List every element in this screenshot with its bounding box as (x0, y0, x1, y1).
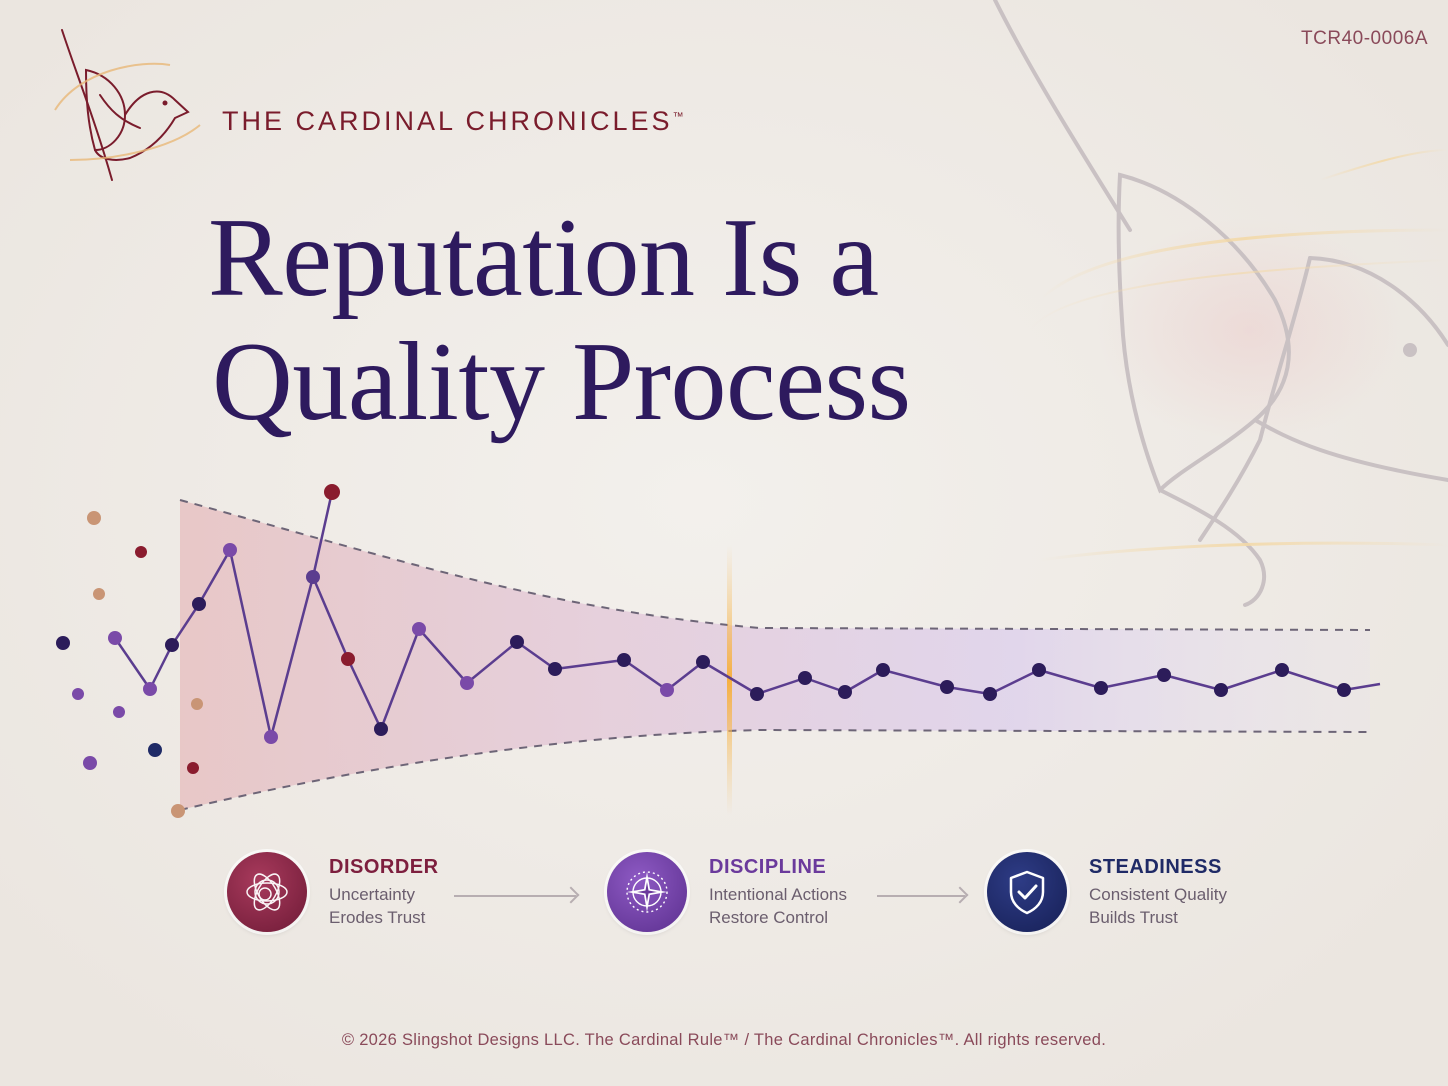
compass-star-icon (607, 852, 687, 932)
headline: Reputation Is a Quality Process (208, 196, 911, 444)
arrow-right-icon (454, 895, 576, 897)
upper-control-limit (179, 499, 1371, 631)
stage-discipline: DISCIPLINE Intentional Actions Restore C… (607, 852, 847, 932)
headline-line-2: Quality Process (212, 320, 911, 444)
arrow-right-icon (877, 895, 965, 897)
stage-steadiness: STEADINESS Consistent Quality Builds Tru… (987, 852, 1227, 932)
lower-control-limit (179, 728, 1371, 811)
stage-label: STEADINESS (1089, 855, 1222, 878)
stage-label: DISORDER (329, 855, 439, 878)
shield-check-icon (987, 852, 1067, 932)
stage-label: DISCIPLINE (709, 855, 827, 878)
stage-description-line-2: Builds Trust (1089, 907, 1178, 927)
cardinal-logo-icon (54, 29, 201, 181)
brand-trademark: ™ (672, 111, 684, 123)
stage-description-line-2: Erodes Trust (329, 907, 426, 927)
headline-line-1: Reputation Is a (208, 196, 879, 320)
copyright-footer: © 2026 Slingshot Designs LLC. The Cardin… (341, 1031, 1107, 1049)
orbit-scribble-icon (227, 852, 307, 932)
document-code: TCR40-0006A (1301, 28, 1428, 49)
stage-description-line-2: Restore Control (709, 907, 829, 927)
stage-description-line-1: Consistent Quality (1089, 884, 1227, 904)
stage-disorder: DISORDER Uncertainty Erodes Trust (227, 852, 439, 932)
brand-name: THE CARDINAL CHRONICLES (222, 106, 673, 136)
control-band (180, 500, 1370, 810)
turning-point-spark (727, 545, 732, 815)
brand-title: THE CARDINAL CHRONICLES™ (222, 106, 684, 137)
stage-description-line-1: Intentional Actions (709, 884, 847, 904)
stage-description-line-1: Uncertainty (329, 884, 415, 904)
data-points (56, 484, 1351, 818)
